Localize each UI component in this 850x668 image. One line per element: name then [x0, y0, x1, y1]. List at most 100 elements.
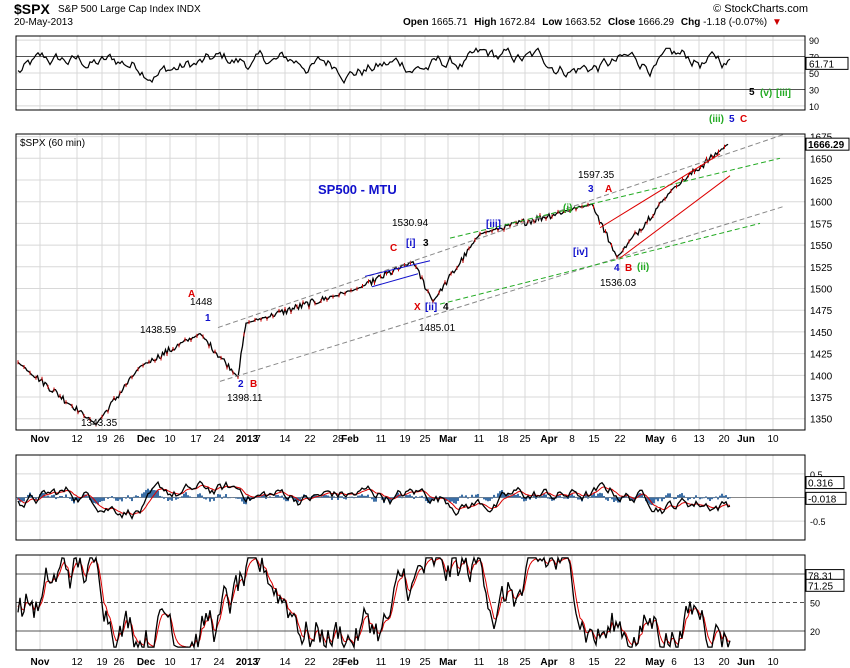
ohlc-readout: Open 1665.71 High 1672.84 Low 1663.52 Cl…	[403, 17, 786, 28]
wave-label: 5	[729, 114, 735, 125]
x-tick-label-bottom: 15	[588, 657, 600, 668]
rsi-tick-label: 10	[809, 102, 819, 112]
x-tick-label-top: 19	[96, 434, 108, 445]
green-upper-channel	[449, 157, 781, 239]
wave-label: 3	[423, 238, 429, 249]
green-lower-channel	[439, 222, 761, 305]
x-tick-label-top: 2013	[236, 434, 259, 445]
price-tick-label: 1600	[810, 198, 833, 209]
wave-label: A	[605, 184, 612, 195]
chart-date: 20-May-2013	[14, 17, 73, 28]
x-tick-label-top: Dec	[137, 434, 156, 445]
x-tick-label-bottom: 26	[113, 657, 125, 668]
x-tick-label-top: 24	[213, 434, 225, 445]
x-tick-label-bottom: Feb	[341, 657, 359, 668]
wave-label: 2	[238, 379, 244, 390]
close-label: Close	[607, 17, 636, 28]
price-tick-label: 1375	[810, 393, 833, 404]
x-tick-label-bottom: 18	[497, 657, 509, 668]
x-tick-label-bottom: 10	[767, 657, 779, 668]
wave-label: [iii]	[486, 219, 501, 230]
x-tick-label-bottom: 19	[399, 657, 411, 668]
x-tick-label-bottom: 13	[693, 657, 705, 668]
rsi-panel-frame	[15, 35, 806, 111]
macd-value: 0.316	[808, 479, 833, 490]
price-pivot-label: 1597.35	[578, 170, 615, 181]
price-pivot-label: 1485.01	[419, 323, 456, 334]
x-tick-label-bottom: 7	[255, 657, 261, 668]
wave-label: 5	[749, 87, 755, 98]
wave-label: A	[188, 289, 195, 300]
blue-upper-channel	[364, 260, 431, 277]
price-tick-label: 1575	[810, 219, 833, 230]
x-tick-label-bottom: Nov	[31, 657, 50, 668]
x-tick-label-bottom: Dec	[137, 657, 156, 668]
wave-label: [i]	[406, 238, 415, 249]
wave-label: B	[250, 379, 257, 390]
price-pivot-label: 1530.94	[392, 218, 429, 229]
price-panel-label: $SPX (60 min)	[20, 138, 85, 149]
x-tick-label-top: 11	[376, 434, 387, 445]
change-value: -1.18 (-0.07%)	[703, 17, 768, 28]
red-upper-channel	[599, 153, 721, 229]
macd-tick-label: 0.5	[810, 470, 823, 480]
macd-hist-value-box	[805, 491, 847, 505]
price-tick-label: 1650	[810, 154, 833, 165]
x-tick-label-bottom: Mar	[439, 657, 457, 668]
rsi-tick-label: 50	[809, 69, 819, 79]
price-last-value: 1666.29	[808, 140, 845, 151]
chart-title: SP500 - MTU	[318, 182, 397, 197]
x-tick-label-bottom: 20	[718, 657, 730, 668]
change-label: Chg	[680, 17, 701, 28]
wave-label: [iv]	[573, 247, 588, 258]
x-tick-label-bottom: 24	[213, 657, 225, 668]
x-tick-label-top: 14	[279, 434, 291, 445]
x-tick-label-top: 22	[614, 434, 626, 445]
x-tick-label-bottom: 19	[96, 657, 108, 668]
price-pivot-label: 1398.11	[227, 393, 263, 404]
lower-channel-line	[219, 205, 786, 382]
x-tick-label-bottom: 25	[519, 657, 531, 668]
x-tick-label-top: 15	[588, 434, 600, 445]
macd-hist-value: -0.018	[808, 494, 837, 505]
x-tick-label-top: 28	[332, 434, 344, 445]
high-label: High	[474, 17, 497, 28]
price-pivot-label: 1536.03	[600, 278, 637, 289]
x-tick-label-bottom: 12	[71, 657, 83, 668]
wave-label: 4	[614, 263, 620, 274]
x-tick-label-top: Jun	[737, 434, 755, 445]
price-tick-label: 1550	[810, 241, 833, 252]
wave-label: C	[740, 114, 747, 125]
stoch-value-box-2	[805, 578, 845, 592]
price-tick-label: 1625	[810, 176, 833, 187]
x-tick-label-bottom: Apr	[540, 657, 557, 668]
x-tick-label-bottom: 25	[419, 657, 431, 668]
blue-lower-channel	[371, 273, 419, 288]
wave-label: [iii]	[776, 88, 791, 99]
x-tick-label-top: 7	[255, 434, 261, 445]
x-tick-label-top: 17	[190, 434, 202, 445]
x-tick-label-top: 25	[419, 434, 431, 445]
x-tick-label-top: Feb	[341, 434, 359, 445]
x-tick-label-top: 13	[693, 434, 705, 445]
price-pivot-label: 1343.35	[81, 418, 118, 429]
stoch-panel-frame	[15, 554, 806, 651]
open-label: Open	[403, 17, 429, 28]
x-tick-label-bottom: 22	[304, 657, 316, 668]
x-tick-label-top: 18	[497, 434, 509, 445]
price-value-box	[805, 137, 850, 151]
price-tick-label: 1500	[810, 285, 833, 296]
price-tick-label: 1400	[810, 371, 833, 382]
high-value: 1672.84	[499, 17, 536, 28]
low-value: 1663.52	[565, 17, 602, 28]
open-value: 1665.71	[431, 17, 468, 28]
stoch-fast-line	[17, 555, 731, 650]
x-tick-label-top: 6	[671, 434, 677, 445]
rsi-line	[17, 47, 731, 85]
x-tick-label-bottom: Jun	[737, 657, 755, 668]
index-name: S&P 500 Large Cap Index INDX	[58, 4, 201, 15]
wave-label: 4	[443, 302, 449, 313]
stoch-value-2: 71.25	[808, 581, 833, 592]
